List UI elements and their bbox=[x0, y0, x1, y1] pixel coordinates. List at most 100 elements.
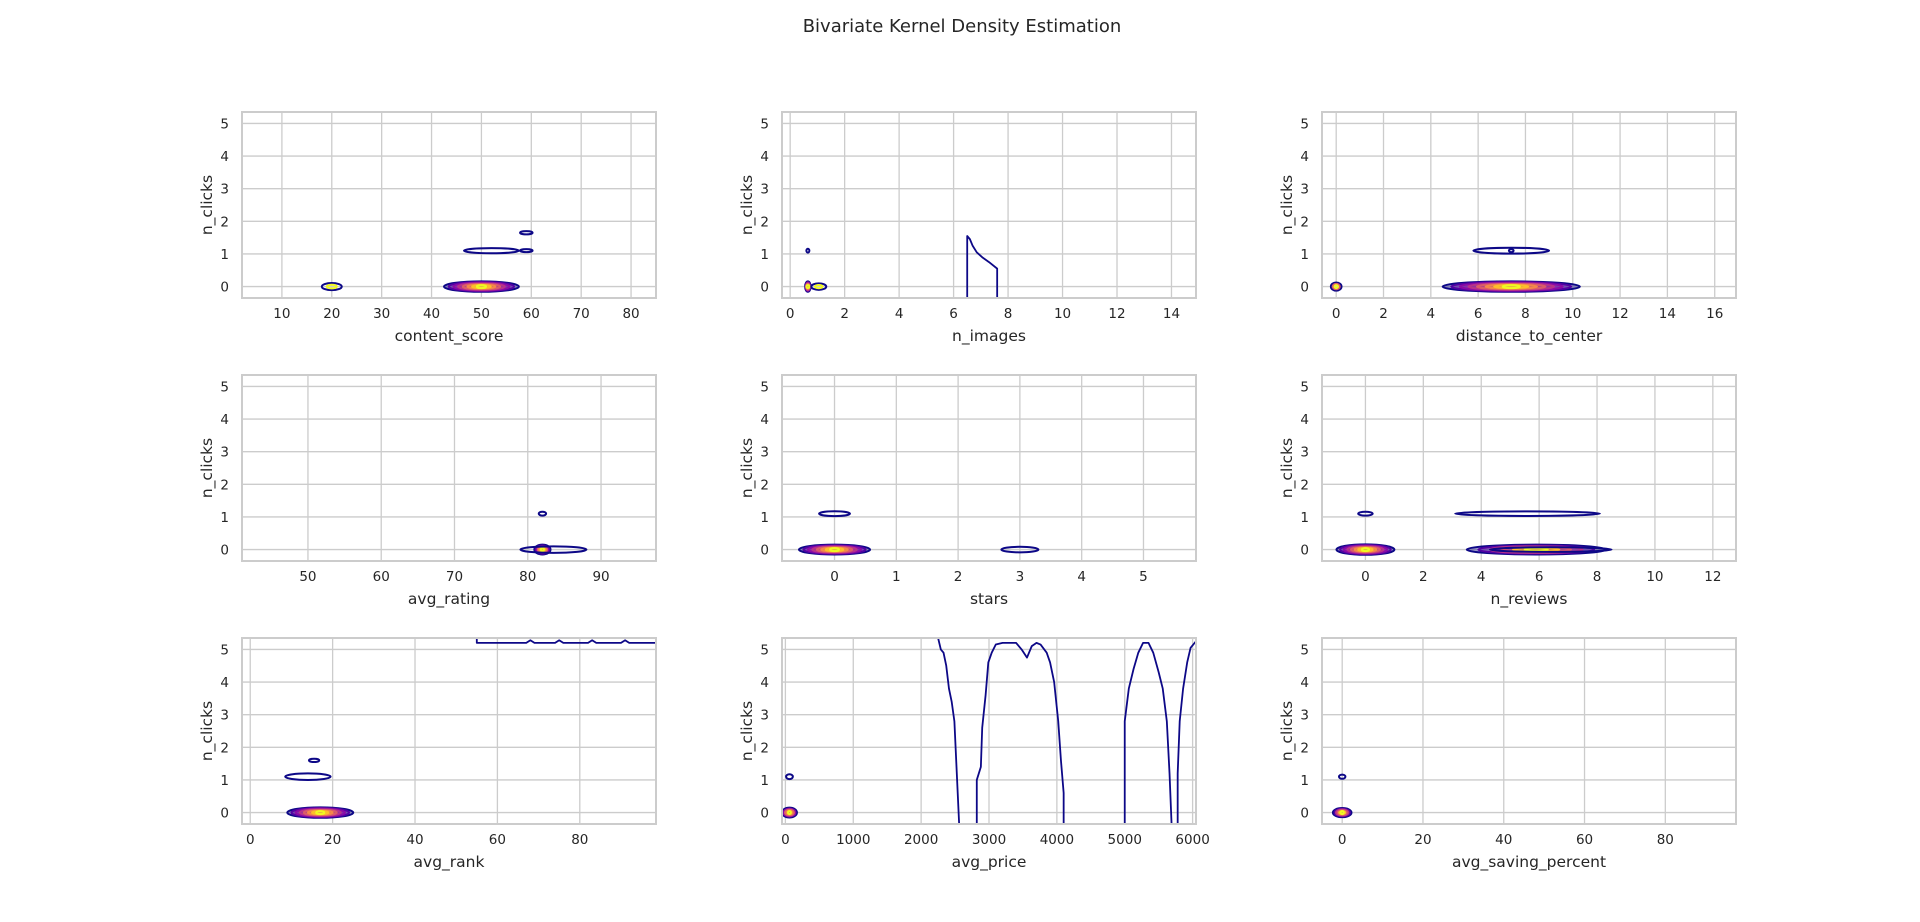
x-tick-label: 2 bbox=[1379, 306, 1388, 322]
density-contour bbox=[1000, 545, 1040, 554]
x-tick-label: 12 bbox=[1704, 569, 1721, 585]
y-tick-label: 2 bbox=[760, 740, 769, 756]
x-tick-label: 10 bbox=[1646, 569, 1663, 585]
density-contours bbox=[1329, 246, 1581, 293]
density-contour bbox=[1360, 547, 1371, 553]
x-tick-label: 80 bbox=[519, 569, 536, 585]
x-tick-label: 0 bbox=[246, 832, 255, 848]
x-tick-label: 10 bbox=[1054, 306, 1071, 322]
axes-frame bbox=[781, 374, 1197, 562]
axes-frame bbox=[241, 374, 657, 562]
x-tick-label: 8 bbox=[1521, 306, 1530, 322]
x-tick-label: 12 bbox=[1108, 306, 1125, 322]
x-tick-label: 2 bbox=[954, 569, 963, 585]
x-tick-label: 2 bbox=[840, 306, 849, 322]
x-tick-label: 14 bbox=[1163, 306, 1180, 322]
y-axis-label: n_clicks bbox=[198, 438, 217, 498]
y-tick-label: 3 bbox=[760, 182, 769, 198]
x-tick-label: 14 bbox=[1659, 306, 1676, 322]
x-tick-label: 20 bbox=[324, 832, 341, 848]
density-contour bbox=[805, 247, 811, 254]
density-contour bbox=[475, 284, 488, 290]
y-tick-label: 1 bbox=[1300, 510, 1309, 526]
density-contour-line bbox=[475, 638, 656, 644]
density-contour bbox=[785, 773, 794, 781]
y-tick-label: 5 bbox=[760, 642, 769, 658]
density-contour bbox=[325, 283, 338, 290]
y-tick-label: 3 bbox=[220, 708, 229, 724]
density-contour-line bbox=[1176, 640, 1196, 824]
x-tick-label: 0 bbox=[1338, 832, 1347, 848]
y-tick-label: 4 bbox=[760, 149, 769, 165]
y-tick-label: 5 bbox=[220, 642, 229, 658]
density-contour bbox=[519, 230, 534, 236]
density-contour bbox=[1507, 248, 1515, 254]
y-tick-label: 3 bbox=[220, 445, 229, 461]
x-tick-label: 16 bbox=[1706, 306, 1723, 322]
x-tick-label: 80 bbox=[1657, 832, 1674, 848]
density-contour bbox=[810, 282, 828, 291]
x-tick-label: 5 bbox=[1139, 569, 1148, 585]
density-contour bbox=[818, 510, 851, 518]
y-tick-label: 1 bbox=[760, 247, 769, 263]
density-contour bbox=[1454, 510, 1601, 517]
density-contour bbox=[786, 810, 792, 816]
density-contours bbox=[1335, 510, 1613, 556]
x-axis-label: avg_rank bbox=[414, 853, 485, 872]
kde-panel-content-score: 10 20 30 40 50 60 70 80 0 1 2 3 4 5 content_score n_cli… bbox=[198, 111, 657, 346]
y-tick-label: 5 bbox=[760, 116, 769, 132]
y-axis-label: n_clicks bbox=[1278, 701, 1297, 761]
density-contour bbox=[537, 510, 548, 517]
x-tick-label: 10 bbox=[1564, 306, 1581, 322]
x-tick-label: 6 bbox=[949, 306, 958, 322]
x-tick-label: 2000 bbox=[904, 832, 938, 848]
y-tick-label: 5 bbox=[220, 116, 229, 132]
density-contour bbox=[1337, 773, 1347, 780]
x-tick-label: 4 bbox=[1477, 569, 1486, 585]
density-contours bbox=[320, 230, 534, 293]
density-contour bbox=[519, 248, 534, 254]
kde-panel-avg-price: 0 1000 2000 3000 4000 5000 6000 0 1 2 3 4 5 avg_price… bbox=[738, 637, 1210, 872]
y-axis-label: n_clicks bbox=[198, 175, 217, 235]
x-tick-label: 20 bbox=[1414, 832, 1431, 848]
x-tick-label: 0 bbox=[1332, 306, 1341, 322]
density-contours bbox=[782, 638, 1196, 824]
y-tick-label: 1 bbox=[1300, 773, 1309, 789]
density-contour bbox=[814, 283, 824, 290]
x-tick-label: 60 bbox=[489, 832, 506, 848]
x-tick-label: 70 bbox=[446, 569, 463, 585]
x-tick-label: 70 bbox=[573, 306, 590, 322]
x-tick-label: 4 bbox=[1077, 569, 1086, 585]
density-contours bbox=[797, 510, 1040, 556]
density-contour bbox=[519, 545, 588, 554]
density-contour bbox=[805, 284, 811, 290]
y-tick-label: 2 bbox=[220, 740, 229, 756]
density-contour-line bbox=[1123, 641, 1173, 824]
density-contour bbox=[829, 547, 840, 553]
y-tick-label: 4 bbox=[1300, 675, 1309, 691]
x-tick-label: 60 bbox=[373, 569, 390, 585]
density-contour-line bbox=[975, 641, 1065, 824]
y-tick-label: 2 bbox=[760, 477, 769, 493]
density-contour-line bbox=[937, 638, 961, 824]
x-axis-label: distance_to_center bbox=[1456, 327, 1603, 346]
x-axis-label: n_reviews bbox=[1491, 590, 1568, 609]
y-tick-label: 4 bbox=[760, 675, 769, 691]
x-tick-label: 6000 bbox=[1175, 832, 1209, 848]
x-tick-label: 80 bbox=[622, 306, 639, 322]
x-tick-label: 80 bbox=[571, 832, 588, 848]
x-tick-label: 0 bbox=[1361, 569, 1370, 585]
x-tick-label: 6 bbox=[1535, 569, 1544, 585]
y-axis-label: n_clicks bbox=[1278, 438, 1297, 498]
x-tick-label: 0 bbox=[781, 832, 790, 848]
x-tick-label: 60 bbox=[1576, 832, 1593, 848]
x-tick-label: 1 bbox=[892, 569, 901, 585]
x-axis-label: avg_saving_percent bbox=[1452, 853, 1606, 872]
x-axis-label: stars bbox=[970, 590, 1008, 608]
density-contour bbox=[284, 772, 332, 781]
y-tick-label: 3 bbox=[1300, 445, 1309, 461]
kde-panel-avg-saving-percent: 0 20 40 60 80 0 1 2 3 4 5 avg_saving_percent n_click… bbox=[1278, 637, 1737, 872]
y-tick-label: 4 bbox=[220, 675, 229, 691]
density-contour bbox=[539, 547, 545, 553]
